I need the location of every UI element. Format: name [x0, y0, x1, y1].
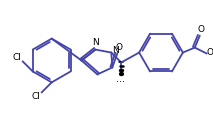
- Text: Cl: Cl: [31, 92, 40, 101]
- Text: O: O: [197, 25, 204, 34]
- Text: N: N: [92, 38, 99, 47]
- Text: ···: ···: [116, 77, 125, 87]
- Text: O: O: [116, 43, 123, 52]
- Text: N: N: [112, 46, 119, 55]
- Text: Cl: Cl: [12, 53, 21, 62]
- Text: O: O: [206, 48, 213, 57]
